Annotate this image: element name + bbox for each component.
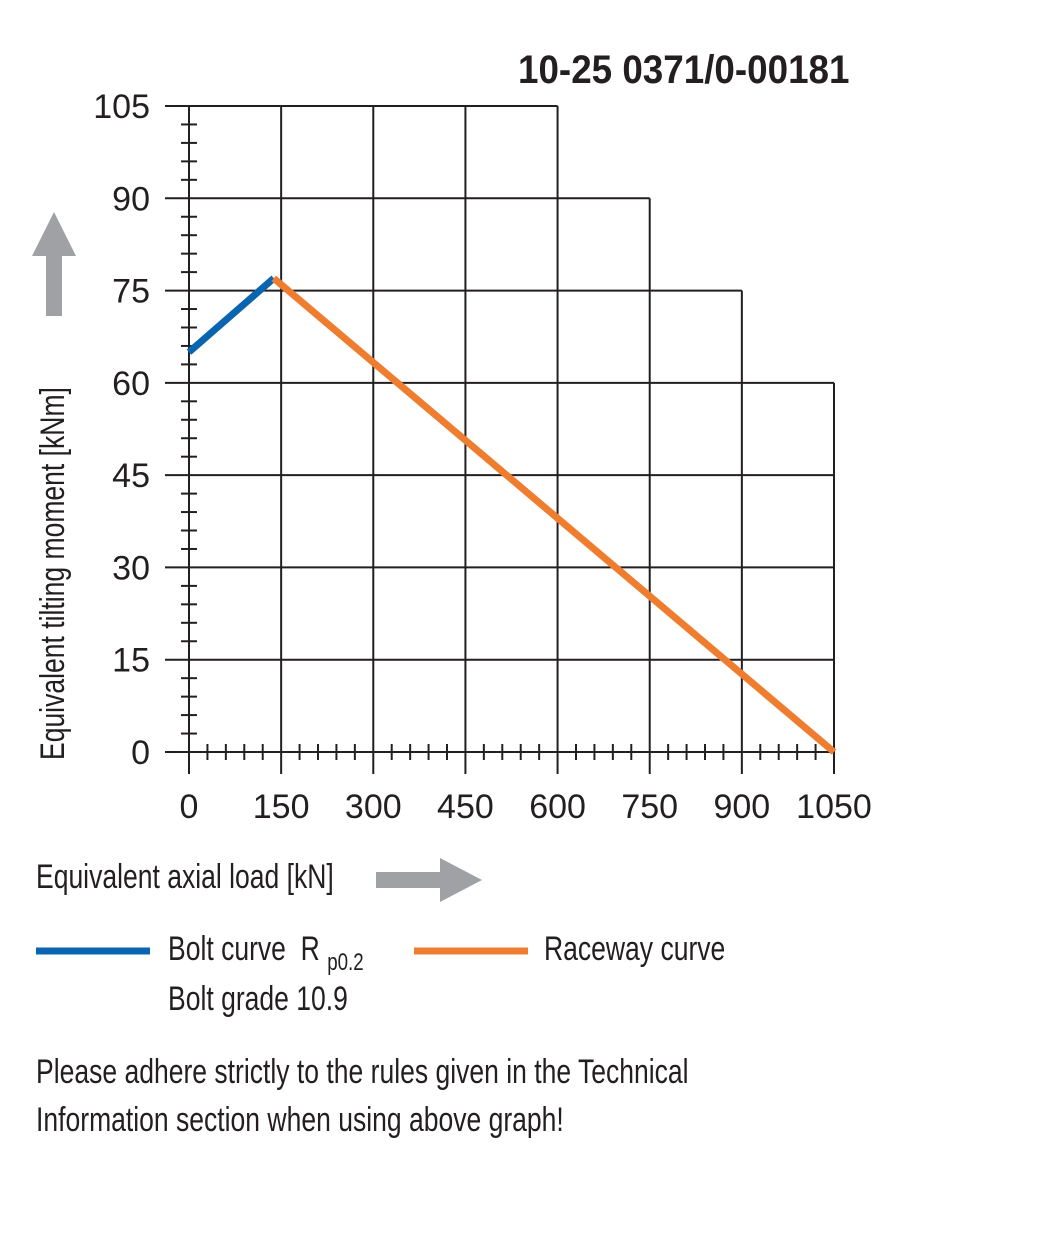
y-tick-label: 15 xyxy=(112,642,150,680)
chart-title: 10-25 0371/0-00181 xyxy=(518,48,850,92)
x-tick-label: 1050 xyxy=(796,788,872,826)
x-axis-arrow-icon xyxy=(376,858,482,902)
usage-note-line-2: Information section when using above gra… xyxy=(36,1101,564,1139)
y-tick-label: 90 xyxy=(112,180,150,218)
y-tick-label: 60 xyxy=(112,365,150,403)
series-line-raceway-curve xyxy=(271,275,837,755)
y-tick-label: 105 xyxy=(93,88,150,126)
y-axis-label: Equivalent tilting moment [kNm] xyxy=(34,387,72,760)
y-tick-label: 0 xyxy=(131,734,150,772)
usage-note: Please adhere strictly to the rules give… xyxy=(36,1048,689,1144)
x-tick-label: 300 xyxy=(345,788,402,826)
x-axis-label: Equivalent axial load [kN] xyxy=(36,858,334,896)
x-tick-label: 600 xyxy=(529,788,586,826)
y-tick-label: 45 xyxy=(112,457,150,495)
x-tick-label: 150 xyxy=(253,788,310,826)
usage-note-line-1: Please adhere strictly to the rules give… xyxy=(36,1053,689,1091)
legend-raceway-label: Raceway curve xyxy=(544,930,726,968)
x-tick-label: 900 xyxy=(713,788,770,826)
legend-bolt-label: Bolt curve R p0.2 xyxy=(168,930,364,976)
y-tick-label: 75 xyxy=(112,273,150,311)
x-tick-label: 0 xyxy=(180,788,199,826)
y-axis-arrow-icon xyxy=(32,212,76,316)
x-tick-label: 750 xyxy=(621,788,678,826)
legend-bolt-grade: Bolt grade 10.9 xyxy=(168,980,348,1018)
x-tick-label: 450 xyxy=(437,788,494,826)
series-line-bolt-curve xyxy=(186,275,277,355)
y-tick-label: 30 xyxy=(112,549,150,587)
